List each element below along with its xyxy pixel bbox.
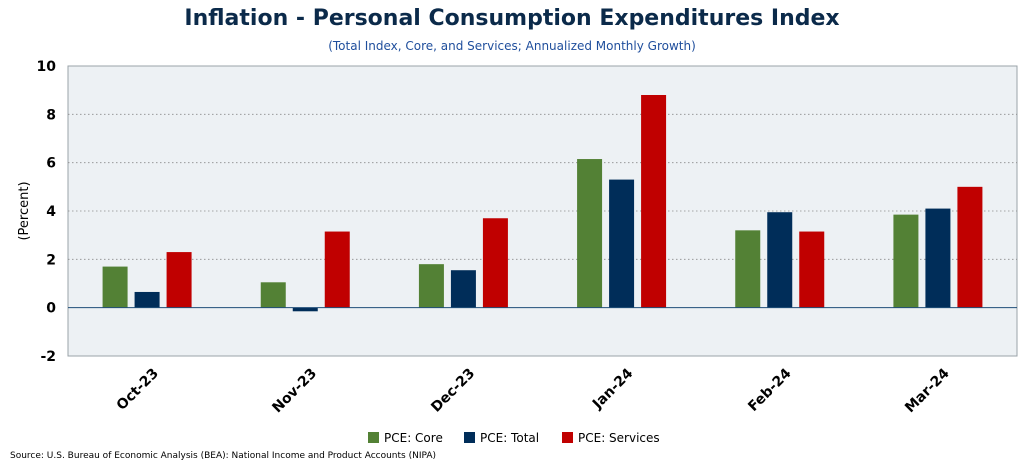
legend: PCE: Core PCE: Total PCE: Services: [368, 431, 660, 445]
x-tick-label: Oct-23: [114, 366, 162, 414]
bar: [641, 95, 667, 308]
legend-swatch: [464, 432, 475, 443]
y-axis: -2 0 2 4 6 8 10: [37, 59, 57, 365]
x-tick-label: Jan-24: [589, 365, 636, 412]
y-tick-label: 6: [46, 156, 56, 172]
x-tick-label: Dec-23: [428, 366, 478, 416]
chart-subtitle: (Total Index, Core, and Services; Annual…: [328, 39, 696, 53]
legend-label: PCE: Services: [578, 431, 660, 445]
y-tick-label: 10: [37, 59, 57, 75]
legend-swatch: [562, 432, 573, 443]
legend-label: PCE: Total: [480, 431, 539, 445]
bar: [799, 231, 825, 308]
source-note: Source: U.S. Bureau of Economic Analysis…: [10, 451, 436, 461]
legend-label: PCE: Core: [384, 431, 443, 445]
x-axis: Oct-23 Nov-23 Dec-23 Jan-24 Feb-24 Mar-24: [114, 365, 953, 416]
x-tick-label: Feb-24: [745, 365, 795, 415]
y-tick-label: 8: [46, 107, 56, 123]
bar: [767, 212, 793, 308]
bar: [134, 291, 160, 308]
bar: [418, 264, 444, 308]
plot-area: [67, 65, 1018, 357]
x-tick-label: Mar-24: [902, 365, 953, 416]
y-tick-label: 4: [46, 204, 56, 220]
legend-swatch: [368, 432, 379, 443]
y-axis-label: (Percent): [17, 181, 32, 240]
x-tick-label: Nov-23: [269, 366, 320, 417]
bar: [260, 282, 286, 308]
bar: [925, 208, 951, 308]
bars: [102, 95, 983, 312]
chart-title: Inflation - Personal Consumption Expendi…: [184, 6, 840, 31]
bar: [735, 230, 761, 308]
bar: [957, 186, 983, 308]
bar: [482, 218, 508, 308]
y-tick-label: 0: [46, 301, 56, 317]
y-tick-label: 2: [46, 252, 56, 268]
bar: [893, 214, 919, 308]
bar: [450, 270, 476, 308]
bar: [577, 159, 603, 308]
bar: [292, 307, 318, 312]
bar: [609, 179, 635, 308]
bar: [324, 231, 350, 308]
y-tick-label: -2: [40, 349, 56, 365]
bar: [102, 266, 128, 308]
bar: [166, 252, 192, 308]
